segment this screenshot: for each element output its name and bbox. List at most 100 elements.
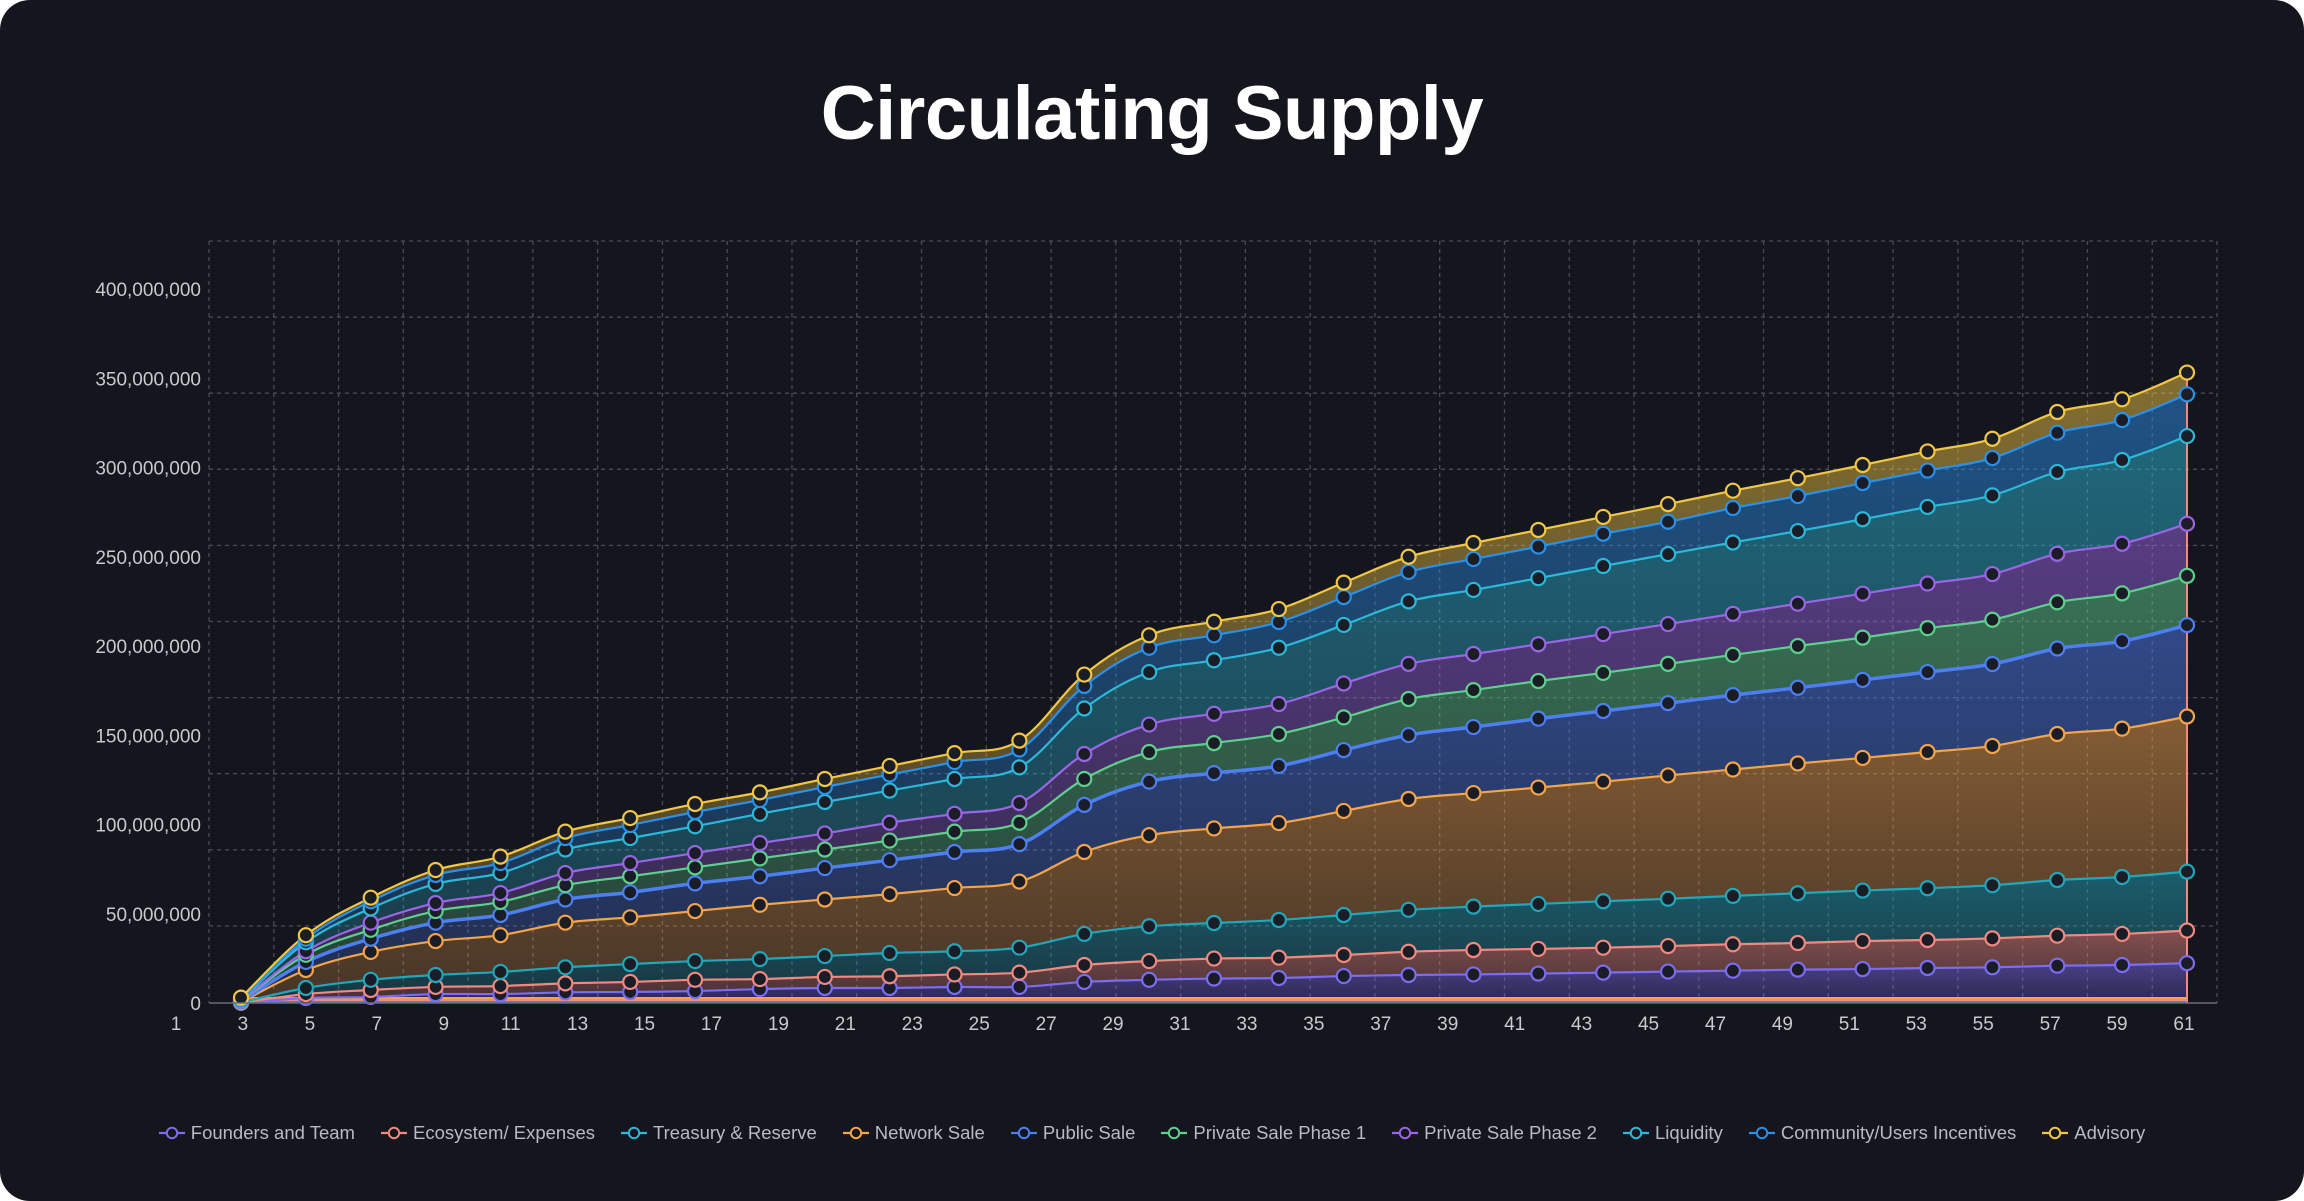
data-point[interactable]	[686, 952, 704, 970]
data-point[interactable]	[1270, 969, 1287, 987]
data-point[interactable]	[1205, 820, 1223, 837]
data-point[interactable]	[1789, 637, 1806, 655]
data-point[interactable]	[1595, 557, 1612, 575]
data-point[interactable]	[2114, 535, 2131, 552]
data-point[interactable]	[2114, 633, 2131, 650]
data-point[interactable]	[1789, 595, 1806, 612]
data-point[interactable]	[881, 832, 898, 849]
data-point[interactable]	[1335, 946, 1352, 964]
data-point[interactable]	[1595, 964, 1612, 981]
data-point[interactable]	[1011, 964, 1028, 981]
data-point[interactable]	[1724, 646, 1742, 664]
data-point[interactable]	[1659, 963, 1677, 980]
data-point[interactable]	[1076, 770, 1093, 788]
data-point[interactable]	[2178, 427, 2196, 445]
data-point[interactable]	[1595, 773, 1612, 790]
data-point[interactable]	[2178, 955, 2196, 972]
data-point[interactable]	[1984, 930, 2001, 947]
data-point[interactable]	[492, 906, 509, 924]
data-point[interactable]	[1789, 885, 1806, 902]
data-point[interactable]	[622, 884, 639, 901]
data-point[interactable]	[362, 971, 379, 988]
data-point[interactable]	[1335, 906, 1352, 924]
data-point[interactable]	[1854, 585, 1871, 602]
data-point[interactable]	[1854, 671, 1871, 689]
data-point[interactable]	[1141, 918, 1158, 935]
data-point[interactable]	[2049, 403, 2066, 421]
data-point[interactable]	[2178, 364, 2196, 381]
legend-item[interactable]: Private Sale Phase 1	[1161, 1122, 1366, 1144]
data-point[interactable]	[1724, 936, 1742, 953]
data-point[interactable]	[1659, 495, 1677, 513]
data-point[interactable]	[2049, 463, 2066, 481]
data-point[interactable]	[1270, 600, 1287, 618]
data-point[interactable]	[1465, 550, 1482, 568]
data-point[interactable]	[297, 979, 314, 997]
data-point[interactable]	[1530, 538, 1547, 555]
data-point[interactable]	[1270, 949, 1287, 966]
data-point[interactable]	[1400, 726, 1417, 744]
data-point[interactable]	[881, 852, 898, 869]
data-point[interactable]	[1724, 686, 1742, 704]
data-point[interactable]	[1789, 934, 1806, 952]
data-point[interactable]	[2114, 585, 2131, 602]
legend-item[interactable]: Liquidity	[1622, 1122, 1723, 1144]
data-point[interactable]	[1400, 943, 1417, 960]
data-point[interactable]	[946, 770, 963, 788]
data-point[interactable]	[1595, 525, 1612, 542]
data-point[interactable]	[2049, 424, 2066, 441]
data-point[interactable]	[1400, 966, 1417, 984]
data-point[interactable]	[1335, 588, 1352, 606]
data-point[interactable]	[1530, 895, 1547, 913]
data-point[interactable]	[1205, 613, 1223, 630]
data-point[interactable]	[1724, 887, 1742, 905]
data-point[interactable]	[1400, 655, 1417, 672]
legend-item[interactable]: Treasury & Reserve	[620, 1122, 817, 1144]
data-point[interactable]	[622, 955, 639, 973]
data-point[interactable]	[1724, 482, 1742, 499]
data-point[interactable]	[751, 896, 769, 913]
data-point[interactable]	[362, 889, 379, 906]
data-point[interactable]	[1984, 487, 2001, 504]
data-point[interactable]	[881, 968, 898, 985]
data-point[interactable]	[1205, 914, 1223, 932]
data-point[interactable]	[751, 805, 769, 822]
data-point[interactable]	[1270, 757, 1287, 775]
data-point[interactable]	[1659, 545, 1677, 563]
data-point[interactable]	[1270, 613, 1287, 631]
data-point[interactable]	[1335, 802, 1352, 820]
data-point[interactable]	[946, 843, 963, 861]
data-point[interactable]	[1205, 764, 1223, 782]
data-point[interactable]	[2049, 725, 2066, 743]
data-point[interactable]	[2178, 617, 2196, 634]
data-point[interactable]	[816, 825, 833, 842]
data-point[interactable]	[2178, 708, 2196, 725]
data-point[interactable]	[1919, 462, 1936, 479]
data-point[interactable]	[1984, 877, 2001, 894]
data-point[interactable]	[2178, 922, 2196, 939]
data-point[interactable]	[1854, 456, 1871, 474]
data-point[interactable]	[1530, 940, 1547, 958]
data-point[interactable]	[1011, 794, 1028, 812]
data-point[interactable]	[1141, 663, 1158, 681]
data-point[interactable]	[1919, 575, 1936, 592]
data-point[interactable]	[1659, 767, 1677, 784]
data-point[interactable]	[1595, 939, 1612, 956]
data-point[interactable]	[1076, 973, 1093, 991]
data-point[interactable]	[1595, 508, 1612, 526]
data-point[interactable]	[557, 959, 574, 976]
data-point[interactable]	[492, 927, 509, 944]
legend-item[interactable]: Advisory	[2042, 1122, 2145, 1144]
data-point[interactable]	[2114, 411, 2131, 429]
data-point[interactable]	[1141, 716, 1158, 733]
data-point[interactable]	[1919, 959, 1936, 977]
data-point[interactable]	[1595, 625, 1612, 643]
data-point[interactable]	[362, 914, 379, 931]
data-point[interactable]	[1205, 705, 1223, 722]
data-point[interactable]	[2114, 720, 2131, 737]
data-point[interactable]	[622, 973, 639, 991]
data-point[interactable]	[1659, 655, 1677, 672]
legend-item[interactable]: Network Sale	[842, 1122, 985, 1144]
data-point[interactable]	[1335, 574, 1352, 591]
data-point[interactable]	[686, 875, 704, 892]
